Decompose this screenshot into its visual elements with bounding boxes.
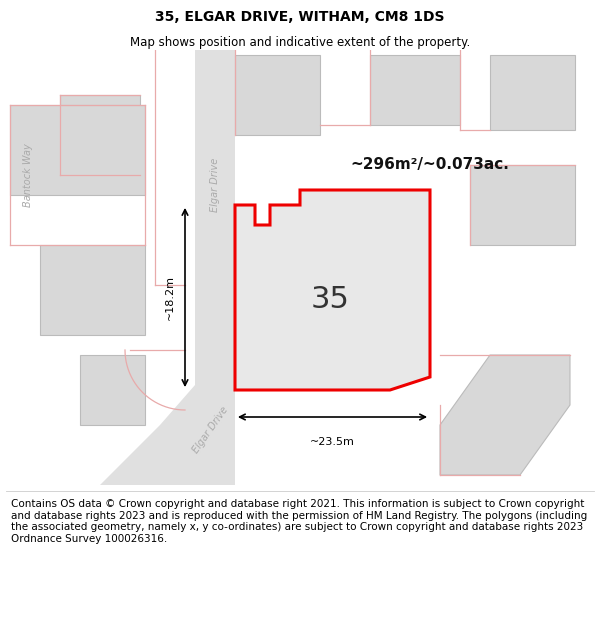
Text: ~18.2m: ~18.2m	[165, 275, 175, 320]
Polygon shape	[10, 105, 145, 195]
Text: Elgar Drive: Elgar Drive	[190, 405, 230, 455]
Text: 35: 35	[311, 286, 349, 314]
Polygon shape	[80, 355, 145, 425]
Text: ~23.5m: ~23.5m	[310, 437, 355, 447]
Polygon shape	[490, 55, 575, 130]
Polygon shape	[470, 165, 575, 245]
Polygon shape	[440, 355, 570, 475]
Polygon shape	[195, 50, 235, 485]
Text: Contains OS data © Crown copyright and database right 2021. This information is : Contains OS data © Crown copyright and d…	[11, 499, 587, 544]
Text: ~296m²/~0.073ac.: ~296m²/~0.073ac.	[350, 158, 509, 172]
Text: Map shows position and indicative extent of the property.: Map shows position and indicative extent…	[130, 36, 470, 49]
Text: Elgar Drive: Elgar Drive	[210, 158, 220, 212]
Polygon shape	[235, 190, 430, 390]
Polygon shape	[100, 385, 230, 485]
Polygon shape	[60, 95, 140, 175]
Polygon shape	[235, 55, 320, 135]
Polygon shape	[40, 245, 145, 335]
Text: 35, ELGAR DRIVE, WITHAM, CM8 1DS: 35, ELGAR DRIVE, WITHAM, CM8 1DS	[155, 10, 445, 24]
Polygon shape	[370, 55, 460, 125]
Text: Bantock Way: Bantock Way	[23, 143, 33, 207]
